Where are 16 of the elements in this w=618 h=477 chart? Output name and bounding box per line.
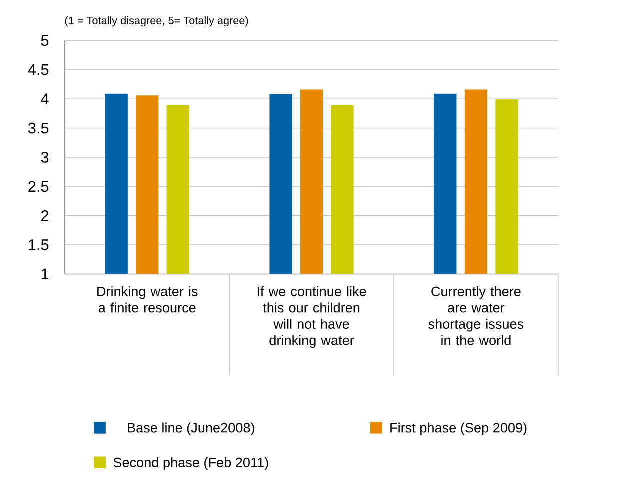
legend-label: First phase (Sep 2009)	[390, 422, 527, 436]
y-tick-label: 4	[41, 94, 49, 104]
chart-title: (1 = Totally disagree, 5= Totally agree)	[65, 16, 248, 27]
y-tick-label: 4.5	[28, 64, 49, 76]
x-tick-label: Drinking water is a finite resource	[98, 286, 198, 313]
x-tick-label: Currently there are water shortage issues in the world	[428, 286, 524, 346]
legend-label: Base line (June2008)	[128, 422, 254, 436]
y-tick-label: 3.5	[28, 122, 49, 134]
y-tick-label: 5	[41, 35, 49, 46]
y-tick-label: 1	[42, 268, 49, 280]
x-tick-label: If we continue like this our children will not have drinking water	[258, 286, 366, 348]
legend-label: Second phase (Feb 2011)	[114, 458, 268, 470]
y-tick-label: 1.5	[29, 240, 49, 250]
y-tick-label: 3	[41, 152, 49, 163]
y-tick-label: 2.5	[28, 181, 49, 192]
y-tick-label: 2	[42, 210, 49, 222]
